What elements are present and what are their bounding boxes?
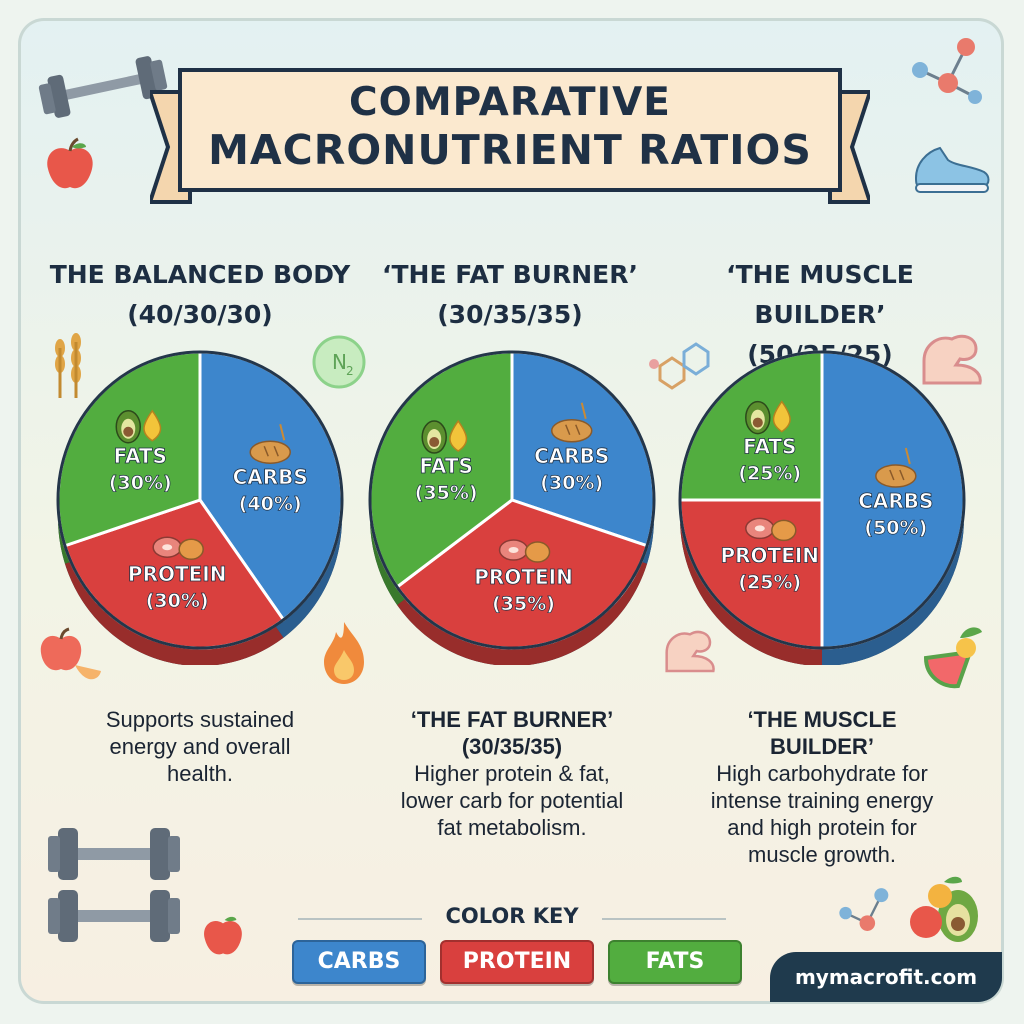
slice-label-protein: PROTEIN — [474, 565, 573, 589]
slice-percent-fats: (25%) — [738, 463, 801, 485]
bread-icon — [249, 423, 291, 464]
n2-bubble-icon: N 2 — [312, 335, 366, 389]
slice-label-protein: PROTEIN — [721, 543, 820, 567]
description-line: and high protein for — [727, 815, 917, 840]
wheat-icon — [55, 333, 81, 398]
plan-title-line1: ‘THE FAT BURNER’ — [382, 260, 638, 289]
description-line: intense training energy — [710, 788, 934, 813]
flame-icon — [324, 622, 364, 684]
steak-icon — [498, 539, 551, 563]
slice-label-fats: FATS — [114, 444, 167, 468]
plan-title-balanced: THE BALANCED BODY (40/30/30) — [40, 255, 360, 335]
svg-text:N: N — [332, 350, 347, 374]
description-subheading: (30/35/35) — [461, 734, 563, 759]
key-divider-right — [602, 918, 726, 920]
plan-title-line2: (40/30/30) — [127, 300, 273, 329]
apple-slice-icon — [40, 627, 101, 680]
flexed-arm-icon — [922, 334, 982, 385]
slice-label-carbs: CARBS — [534, 444, 609, 468]
description-line: High carbohydrate for — [716, 761, 928, 786]
apple-icon — [204, 916, 242, 955]
avocado-icon — [115, 409, 162, 444]
pie-rim — [56, 350, 344, 650]
description-balanced: Supports sustained energy and overall he… — [50, 706, 350, 787]
slice-percent-protein: (35%) — [492, 593, 555, 615]
description-line: fat metabolism. — [437, 815, 587, 840]
plan-title-line2: (30/35/35) — [437, 300, 583, 329]
apple-icon — [47, 137, 93, 189]
sneaker-icon — [914, 146, 990, 193]
description-line: Higher protein & fat, — [414, 761, 610, 786]
key-divider-left — [298, 918, 422, 920]
site-url: mymacrofit.com — [770, 952, 1002, 1002]
flexed-arm-icon — [665, 630, 715, 673]
slice-label-fats: FATS — [420, 454, 473, 478]
color-key-fats: FATS — [608, 940, 742, 984]
description-line: Supports sustained — [105, 707, 295, 732]
bread-icon — [875, 447, 917, 488]
molecule-icon — [912, 38, 982, 104]
plan-title-fat-burner: ‘THE FAT BURNER’ (30/35/35) — [350, 255, 670, 335]
plan-title-muscle-builder: ‘THE MUSCLE BUILDER’ (50/25/25) — [660, 255, 980, 375]
title-banner: COMPARATIVE MACRONUTRIENT RATIOS — [150, 62, 870, 212]
steak-icon — [152, 536, 204, 560]
plan-title-line1: ‘THE MUSCLE BUILDER’ — [726, 260, 914, 329]
molecule-icon — [839, 888, 889, 931]
avocado-icon — [421, 419, 468, 454]
dumbbell-icon — [38, 56, 168, 118]
description-line: muscle growth. — [748, 842, 896, 867]
slice-percent-protein: (25%) — [738, 571, 801, 593]
hexagon-molecule-icon — [649, 342, 710, 390]
avocado-icon — [745, 400, 791, 435]
pie-rim — [678, 350, 966, 650]
description-line: lower carb for potential — [400, 788, 624, 813]
slice-label-protein: PROTEIN — [128, 562, 227, 586]
slice-percent-carbs: (40%) — [239, 493, 302, 515]
slice-percent-carbs: (50%) — [864, 517, 927, 539]
description-heading: ‘THE MUSCLE — [747, 707, 897, 732]
color-key-title: COLOR KEY — [445, 904, 579, 928]
description-subheading: BUILDER’ — [770, 734, 874, 759]
slice-label-carbs: CARBS — [233, 465, 308, 489]
fruit-bowl-icon — [910, 876, 978, 942]
pie-chart-balanced-body: CARBS (40%) PROTEIN (30%) FATS (30%) — [56, 350, 344, 665]
pie-rim — [368, 350, 656, 650]
color-key-protein: PROTEIN — [440, 940, 594, 984]
slice-percent-carbs: (30%) — [540, 472, 603, 494]
plan-title-line1: THE BALANCED BODY — [49, 260, 351, 289]
bread-icon — [550, 402, 593, 443]
dumbbell-icon — [48, 828, 180, 942]
slice-percent-protein: (30%) — [146, 590, 209, 612]
slice-percent-fats: (35%) — [415, 482, 478, 504]
pie-chart-fat-burner: CARBS (30%) PROTEIN (35%) FATS (35%) — [368, 350, 656, 665]
steak-icon — [745, 517, 797, 542]
description-line: energy and overall — [109, 734, 291, 759]
description-muscle-builder: ‘THE MUSCLE BUILDER’ High carbohydrate f… — [672, 706, 972, 868]
watermelon-icon — [923, 627, 982, 689]
slice-percent-fats: (30%) — [109, 472, 172, 494]
description-heading: ‘THE FAT BURNER’ — [410, 707, 614, 732]
slice-label-fats: FATS — [743, 435, 796, 459]
description-fat-burner: ‘THE FAT BURNER’ (30/35/35) Higher prote… — [362, 706, 662, 841]
color-key-carbs: CARBS — [292, 940, 426, 984]
description-line: health. — [166, 761, 234, 786]
pie-chart-muscle-builder: CARBS (50%) PROTEIN (25%) FATS (25%) — [678, 350, 966, 665]
slice-label-carbs: CARBS — [858, 489, 933, 513]
page-title-line2: MACRONUTRIENT RATIOS — [208, 126, 812, 174]
svg-text:2: 2 — [346, 364, 354, 378]
page-title-line1: COMPARATIVE — [349, 80, 671, 125]
